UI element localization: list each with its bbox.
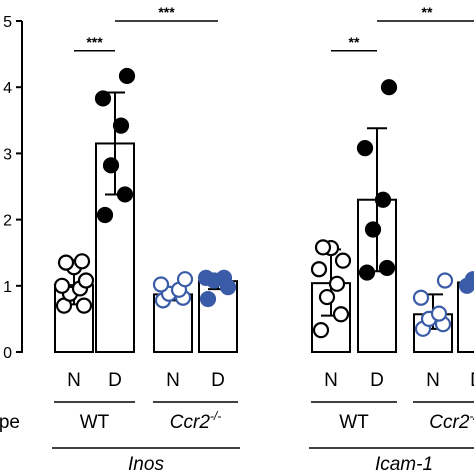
bar	[457, 281, 474, 353]
genotype-label: WT	[339, 412, 369, 433]
condition-label: N	[426, 370, 440, 391]
condition-label: D	[370, 370, 384, 391]
data-point	[314, 239, 332, 256]
data-point	[312, 322, 330, 339]
data-point	[77, 272, 95, 289]
data-point	[118, 67, 136, 85]
condition-label: D	[108, 370, 122, 391]
data-point	[328, 275, 346, 292]
data-point	[364, 221, 382, 238]
significance-label: ***	[158, 4, 175, 20]
y-tick-label: 1	[3, 279, 12, 296]
significance-label: ***	[86, 34, 103, 50]
data-point	[334, 252, 352, 269]
data-point	[412, 289, 430, 306]
data-point	[152, 276, 170, 293]
data-point	[332, 306, 350, 323]
data-point	[318, 288, 336, 306]
data-point	[116, 186, 134, 203]
condition-label: N	[324, 370, 338, 391]
data-point	[215, 269, 233, 286]
y-tick-label: 2	[3, 213, 12, 230]
gene-label: Icam-1	[375, 454, 433, 474]
data-point	[73, 253, 91, 270]
condition-label: N	[166, 370, 180, 391]
data-point	[430, 305, 448, 322]
data-point	[94, 90, 112, 107]
data-point	[57, 254, 75, 271]
data-point	[358, 264, 376, 281]
significance-label: **	[349, 34, 360, 50]
genotype-label: WT	[80, 412, 110, 433]
data-point	[112, 117, 130, 134]
data-point	[380, 79, 398, 96]
condition-label: D	[211, 370, 225, 391]
genotype-label: Ccr2-/-	[429, 409, 474, 433]
data-point	[374, 191, 392, 208]
data-point	[310, 261, 328, 278]
data-point	[176, 271, 194, 288]
data-point	[102, 157, 120, 174]
gene-label: Inos	[128, 454, 164, 474]
genotype-label: Ccr2-/-	[170, 409, 221, 433]
data-point	[464, 271, 474, 288]
data-point	[436, 272, 454, 289]
significance-label: **	[422, 4, 433, 20]
data-point	[199, 290, 217, 308]
y-tick-label: 4	[3, 80, 12, 97]
y-tick-label: 5	[3, 14, 12, 31]
y-tick-label: 0	[3, 345, 12, 362]
data-point	[96, 206, 114, 224]
data-point	[75, 297, 93, 314]
data-point	[53, 277, 71, 294]
data-point	[378, 259, 396, 277]
y-tick-label: 3	[3, 146, 12, 163]
condition-label: D	[470, 370, 474, 391]
row-label: ype	[0, 412, 20, 433]
data-point	[356, 140, 374, 157]
data-point	[197, 269, 215, 286]
condition-label: N	[67, 370, 81, 391]
